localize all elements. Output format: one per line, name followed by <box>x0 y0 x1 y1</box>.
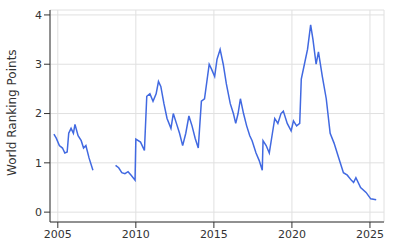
svg-text:2005: 2005 <box>44 228 72 241</box>
svg-text:3: 3 <box>35 58 42 71</box>
svg-text:2015: 2015 <box>200 228 228 241</box>
svg-text:2010: 2010 <box>122 228 150 241</box>
svg-text:2025: 2025 <box>356 228 384 241</box>
svg-text:World Ranking Points: World Ranking Points <box>8 49 19 176</box>
svg-text:4: 4 <box>35 9 42 22</box>
svg-text:1: 1 <box>35 157 42 170</box>
svg-text:2: 2 <box>35 107 42 120</box>
svg-text:2020: 2020 <box>278 228 306 241</box>
svg-text:0: 0 <box>35 206 42 219</box>
